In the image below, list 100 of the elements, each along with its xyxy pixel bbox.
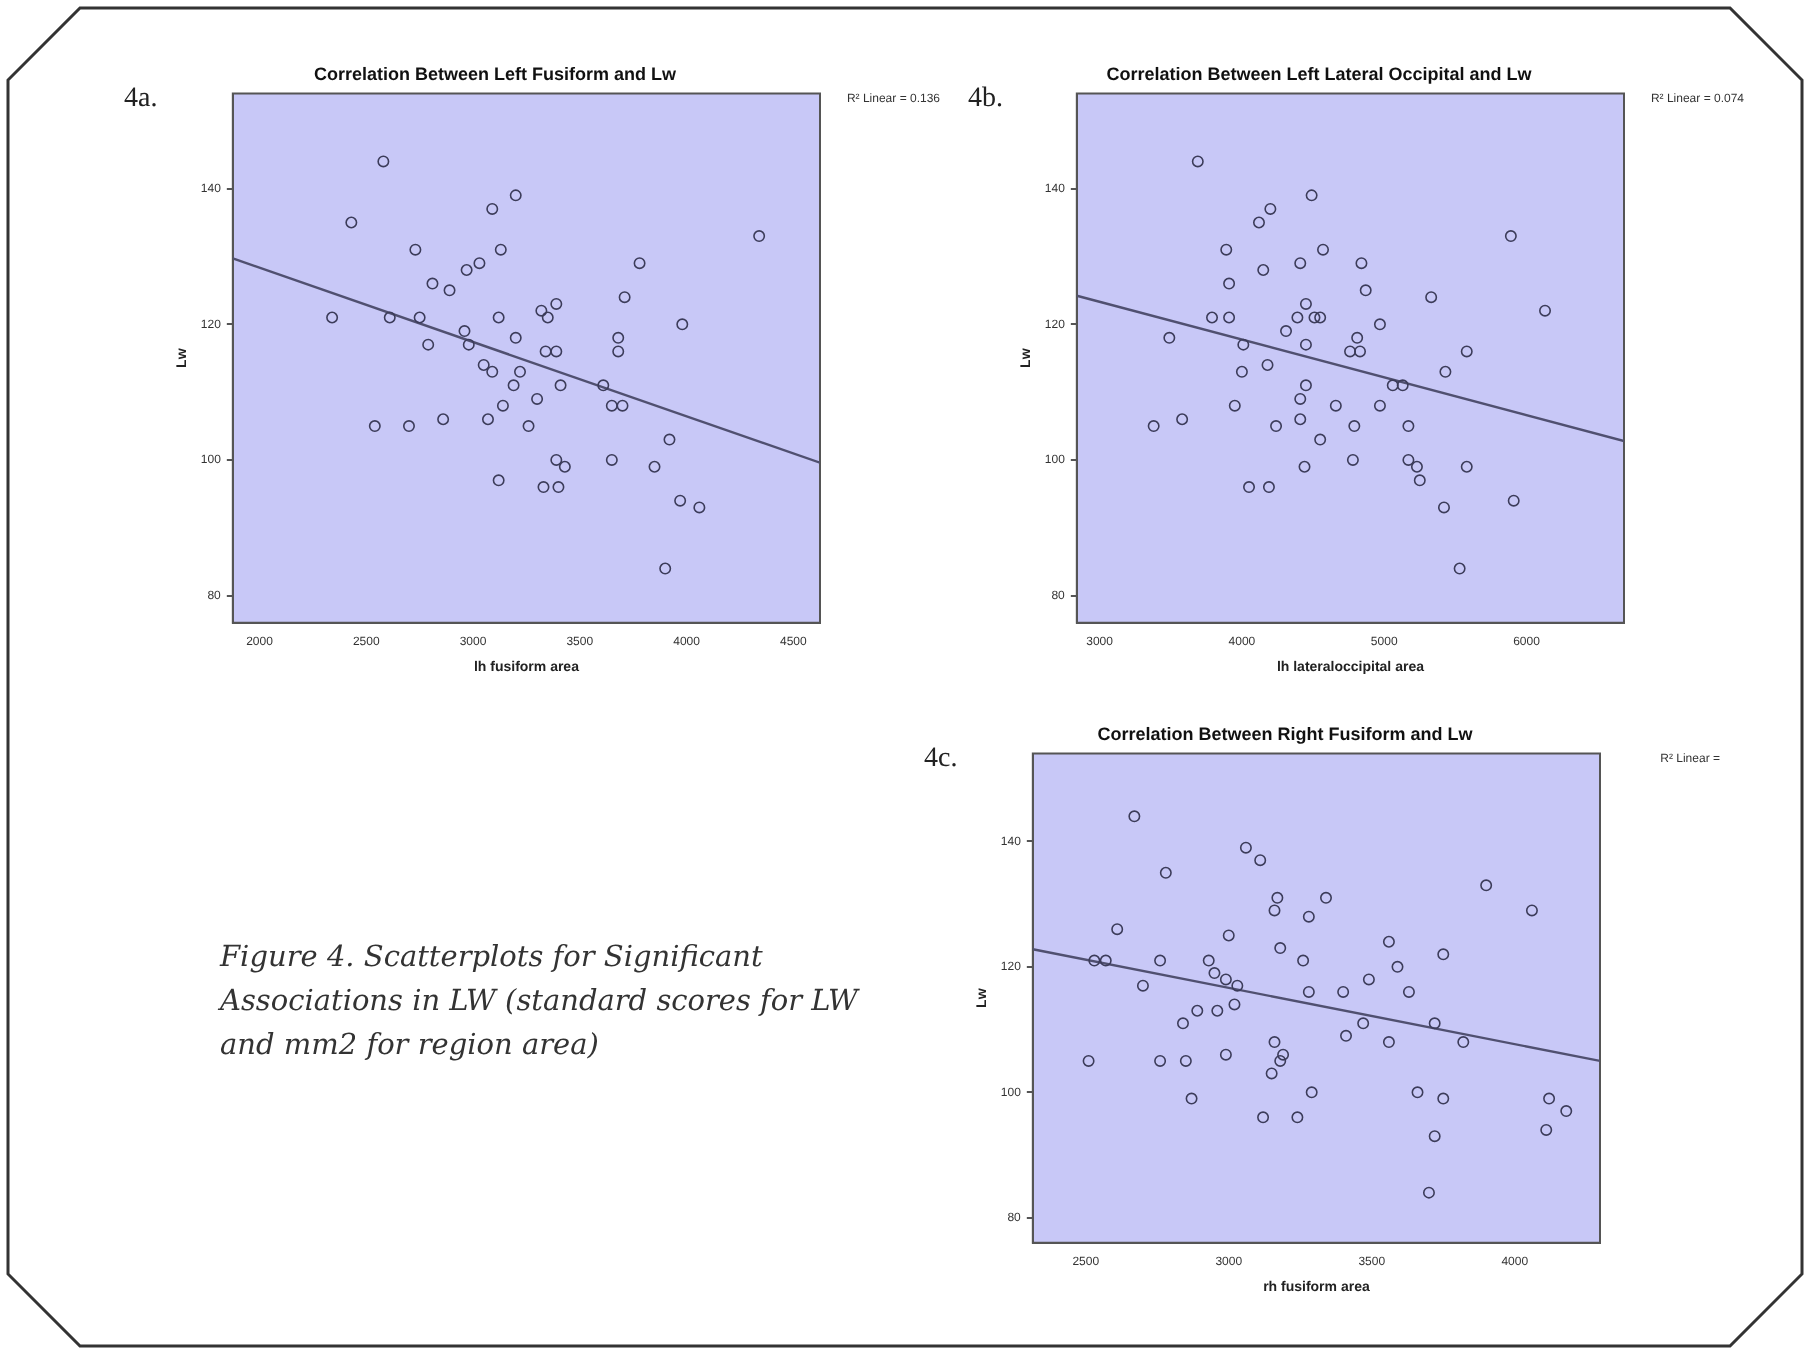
point xyxy=(1291,1111,1304,1124)
point xyxy=(1540,1123,1553,1136)
point xyxy=(1222,929,1235,942)
point xyxy=(1329,399,1342,412)
point xyxy=(1262,481,1275,494)
point xyxy=(1355,257,1368,270)
chart-title: Correlation Between Left Lateral Occipital and Lw xyxy=(1106,63,1534,84)
point xyxy=(1088,954,1101,967)
point xyxy=(1231,979,1244,992)
point xyxy=(1268,904,1281,917)
point xyxy=(1270,420,1283,433)
point xyxy=(1382,935,1395,948)
point xyxy=(473,257,486,270)
point xyxy=(1391,960,1404,973)
point xyxy=(462,338,475,351)
point xyxy=(1202,954,1215,967)
point xyxy=(554,379,567,392)
point xyxy=(676,318,689,331)
point xyxy=(1136,979,1149,992)
point xyxy=(1154,1054,1167,1067)
point xyxy=(460,264,473,276)
point xyxy=(1154,954,1167,967)
point xyxy=(426,277,439,290)
point xyxy=(753,230,766,243)
point xyxy=(1437,1092,1450,1105)
point xyxy=(1294,392,1307,405)
point xyxy=(1402,985,1415,998)
point xyxy=(605,399,618,412)
point xyxy=(1243,481,1256,494)
point xyxy=(1261,358,1274,371)
point xyxy=(422,338,435,351)
point xyxy=(537,481,550,494)
point xyxy=(1176,1017,1189,1030)
point xyxy=(1362,973,1375,986)
point xyxy=(477,358,490,371)
point xyxy=(326,311,339,324)
point xyxy=(558,460,571,473)
point xyxy=(1176,413,1189,426)
point xyxy=(659,562,672,575)
point xyxy=(1359,284,1372,297)
point xyxy=(1219,973,1232,986)
point xyxy=(1373,399,1386,412)
point xyxy=(539,345,552,358)
point xyxy=(1480,879,1493,892)
point xyxy=(1179,1054,1192,1067)
point xyxy=(1504,230,1517,243)
point xyxy=(496,399,509,412)
point xyxy=(1402,420,1415,433)
point xyxy=(1257,1111,1270,1124)
point xyxy=(1128,810,1141,823)
point xyxy=(481,413,494,426)
point xyxy=(1543,1092,1556,1105)
point xyxy=(552,481,565,494)
point xyxy=(383,311,396,324)
point xyxy=(1254,854,1267,867)
point xyxy=(633,257,646,270)
point xyxy=(1457,1036,1470,1049)
point xyxy=(1525,904,1538,917)
point xyxy=(1351,331,1364,344)
point xyxy=(507,379,520,392)
point xyxy=(550,453,563,466)
point xyxy=(1159,866,1172,879)
point xyxy=(509,189,522,202)
point xyxy=(1560,1105,1573,1118)
point xyxy=(1268,1036,1281,1049)
point xyxy=(1373,318,1386,331)
point xyxy=(1206,311,1219,324)
point xyxy=(1147,420,1160,433)
point xyxy=(605,453,618,466)
point xyxy=(1228,998,1241,1011)
point xyxy=(1211,1004,1224,1017)
point xyxy=(368,420,381,433)
point xyxy=(1346,453,1359,466)
point xyxy=(1274,942,1287,955)
point xyxy=(1099,954,1112,967)
point xyxy=(1252,216,1265,229)
point xyxy=(1274,1054,1287,1067)
point xyxy=(1219,1048,1232,1061)
point xyxy=(1302,985,1315,998)
point xyxy=(612,331,625,344)
chart-title: Correlation Between Right Fusiform and Lw xyxy=(1097,723,1475,744)
point xyxy=(1220,243,1233,256)
point xyxy=(514,365,526,378)
point xyxy=(550,297,563,310)
point xyxy=(616,399,629,412)
point xyxy=(486,365,499,378)
point xyxy=(443,284,456,297)
point xyxy=(1437,948,1450,961)
point xyxy=(1507,494,1520,507)
chart-title: Correlation Between Left Fusiform and Lw xyxy=(313,63,679,84)
point xyxy=(1460,460,1473,473)
point xyxy=(1265,1067,1278,1080)
point xyxy=(1299,338,1312,351)
point xyxy=(1340,1029,1353,1042)
point xyxy=(541,311,554,324)
point xyxy=(612,345,625,358)
point xyxy=(1308,311,1321,324)
point xyxy=(1428,1130,1441,1143)
point xyxy=(1413,474,1426,487)
point xyxy=(1191,155,1204,168)
